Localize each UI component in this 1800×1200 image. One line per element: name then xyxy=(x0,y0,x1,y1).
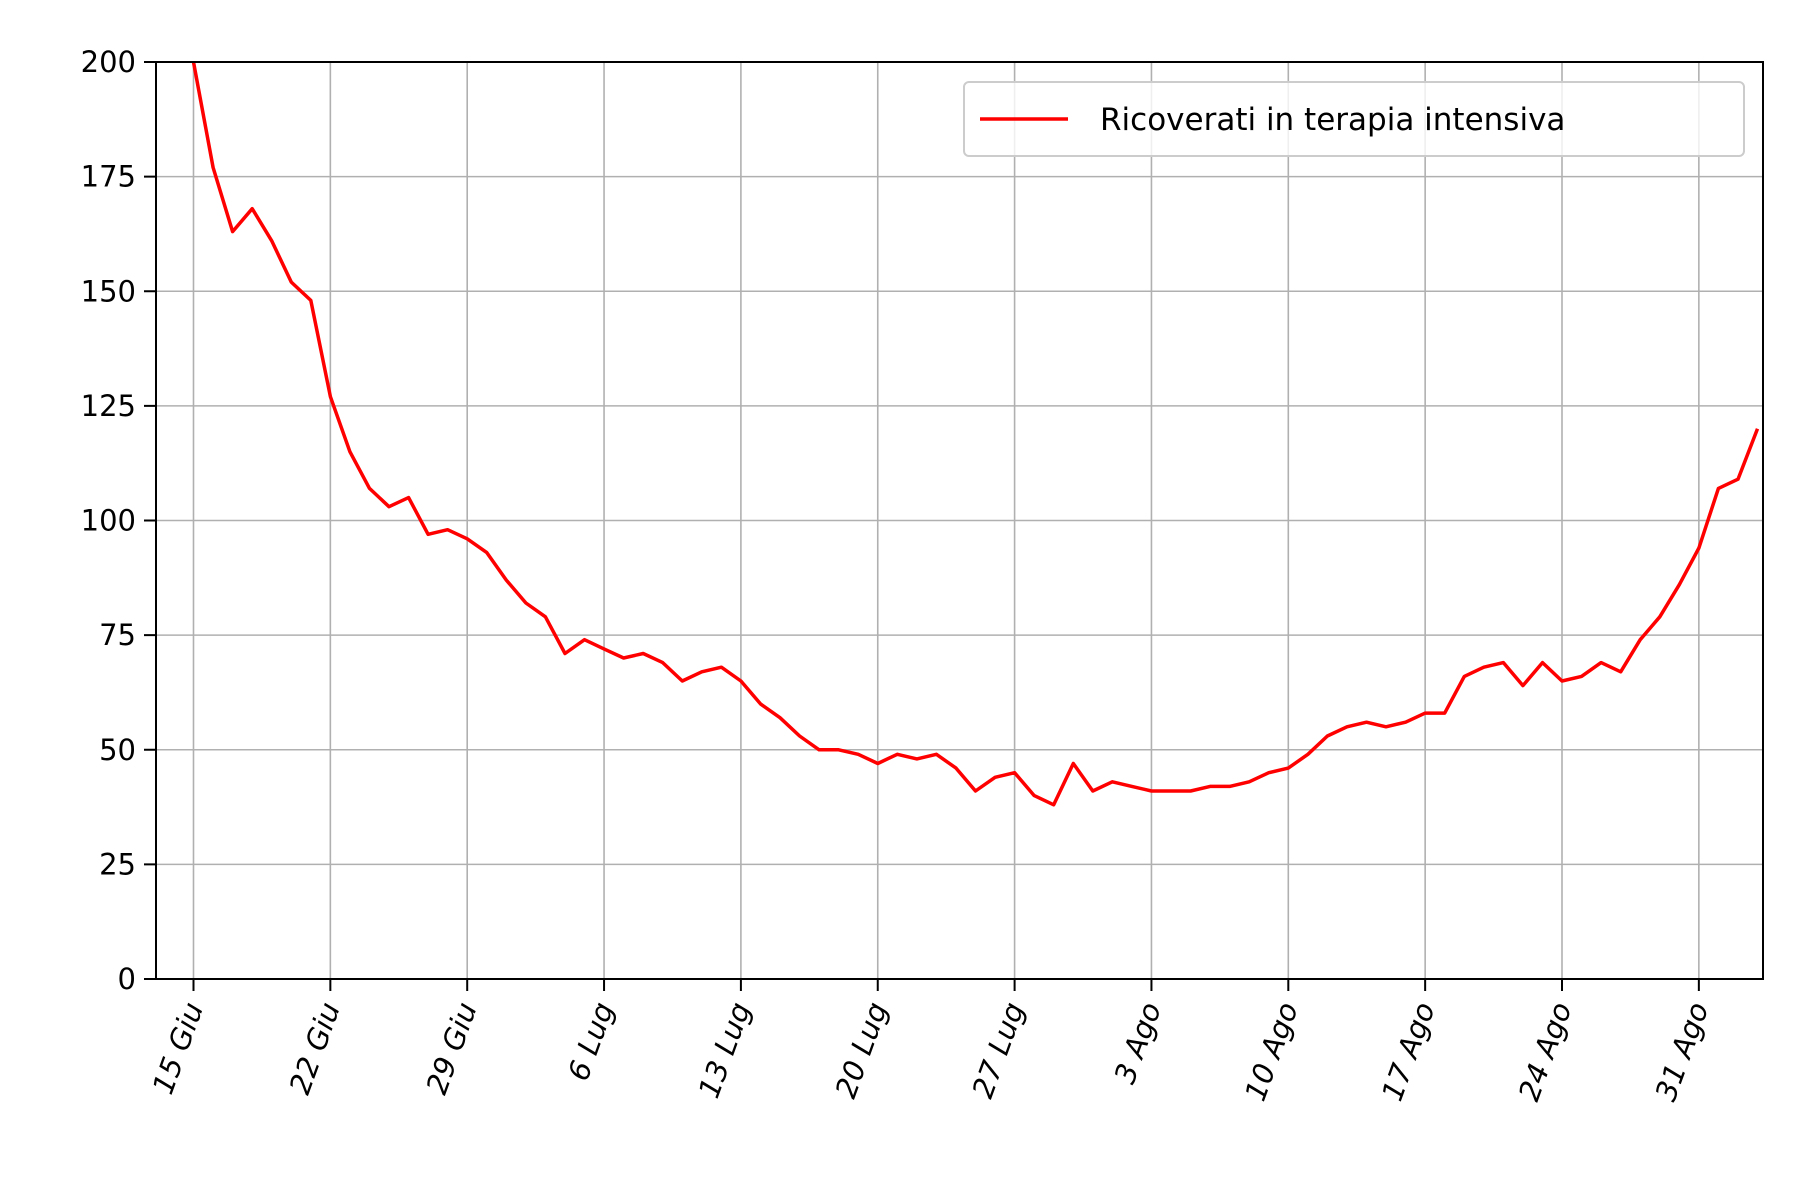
y-tick-label: 150 xyxy=(81,274,136,308)
series-line-0 xyxy=(191,61,1760,807)
legend-label: Ricoverati in terapia intensiva xyxy=(1100,102,1565,138)
y-tick-label: 125 xyxy=(81,389,136,423)
legend-box xyxy=(963,81,1745,157)
series-layer xyxy=(191,61,1760,807)
y-tick-label: 25 xyxy=(99,847,136,881)
y-tick-label: 175 xyxy=(81,160,136,194)
y-tick-label: 200 xyxy=(81,45,136,79)
y-tick-label: 75 xyxy=(99,618,136,652)
y-tick-label: 50 xyxy=(99,733,136,767)
y-tick-label: 100 xyxy=(81,504,136,538)
y-tick-label: 0 xyxy=(118,962,136,996)
legend: Ricoverati in terapia intensiva xyxy=(963,81,1745,157)
grid-lines xyxy=(156,61,1763,980)
